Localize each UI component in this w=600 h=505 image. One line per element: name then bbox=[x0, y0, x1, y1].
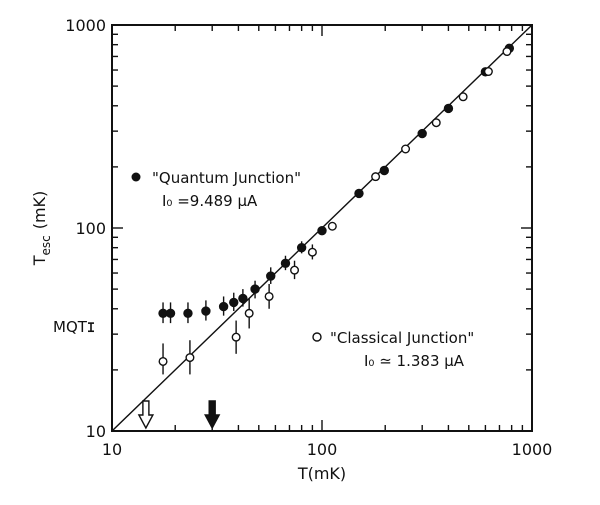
classical-data-point bbox=[307, 247, 317, 257]
x-tick-label: 1000 bbox=[512, 440, 553, 459]
y-tick-label: 1000 bbox=[65, 16, 106, 35]
quantum-data-point bbox=[296, 242, 307, 253]
classical-data-point bbox=[431, 118, 441, 128]
quantum-data-point bbox=[165, 308, 176, 319]
y-axis-label-sub: esc bbox=[39, 235, 53, 255]
classical-data-point bbox=[502, 47, 512, 57]
quantum-data-point bbox=[266, 271, 276, 281]
legend-quantum-junction: "Quantum Junction" I₀ =9.489 μA bbox=[131, 169, 301, 210]
x-tick-label: 10 bbox=[102, 440, 122, 459]
x-axis-label: T(mK) bbox=[297, 464, 346, 483]
classical-data-point bbox=[264, 291, 274, 301]
legend-classical-title: "Classical Junction" bbox=[330, 329, 474, 347]
y-tick-label: 100 bbox=[75, 219, 106, 238]
tick-labels: 10 100 1000 10 100 1000 bbox=[65, 16, 552, 459]
classical-data-point bbox=[458, 92, 468, 102]
quantum-data-point bbox=[229, 297, 239, 308]
legend-quantum-current: I₀ =9.489 μA bbox=[162, 192, 258, 210]
quantum-data-point bbox=[250, 284, 260, 294]
classical-data-point bbox=[231, 332, 241, 342]
mqt-label: MQT bbox=[53, 318, 88, 336]
classical-data-point bbox=[483, 67, 493, 77]
error-bars-layer bbox=[162, 241, 314, 375]
classical-data-point bbox=[401, 144, 411, 154]
axis-ticks bbox=[111, 25, 532, 432]
x-tick-label: 100 bbox=[307, 440, 338, 459]
y-tick-label: 10 bbox=[86, 422, 106, 441]
quantum-data-point bbox=[280, 258, 291, 269]
filled-arrow-icon bbox=[204, 400, 221, 430]
quantum-data-point bbox=[238, 293, 248, 304]
legend-filled-marker bbox=[131, 172, 141, 182]
quantum-data-point bbox=[417, 128, 427, 139]
y-axis-label: Tesc (mK) bbox=[30, 191, 53, 267]
y-axis-label-main: T bbox=[30, 255, 49, 266]
quantum-data-point bbox=[317, 225, 327, 236]
quantum-data-point bbox=[379, 165, 389, 176]
quantum-data-point bbox=[218, 301, 229, 312]
quantum-data-point bbox=[443, 103, 454, 114]
open-arrow-icon bbox=[137, 400, 155, 430]
classical-data-point bbox=[290, 265, 300, 275]
legend-open-marker bbox=[312, 332, 322, 342]
classical-data-point bbox=[185, 353, 195, 363]
quantum-data-point bbox=[183, 308, 193, 319]
classical-data-point bbox=[244, 308, 254, 318]
y-axis-label-unit: (mK) bbox=[30, 191, 49, 230]
svg-text:Tesc(mK): Tesc (mK) bbox=[30, 191, 53, 267]
classical-data-point bbox=[371, 172, 381, 182]
annotations-layer bbox=[88, 322, 221, 430]
legend-quantum-title: "Quantum Junction" bbox=[152, 169, 301, 187]
classical-data-point bbox=[327, 221, 337, 231]
quantum-data-point bbox=[201, 306, 211, 316]
legend-classical-current: I₀ ≃ 1.383 μA bbox=[364, 352, 465, 370]
legend-classical-junction: "Classical Junction" I₀ ≃ 1.383 μA bbox=[312, 329, 474, 370]
quantum-data-point bbox=[354, 188, 364, 199]
classical-data-point bbox=[158, 356, 168, 366]
data-points-layer bbox=[158, 43, 515, 366]
